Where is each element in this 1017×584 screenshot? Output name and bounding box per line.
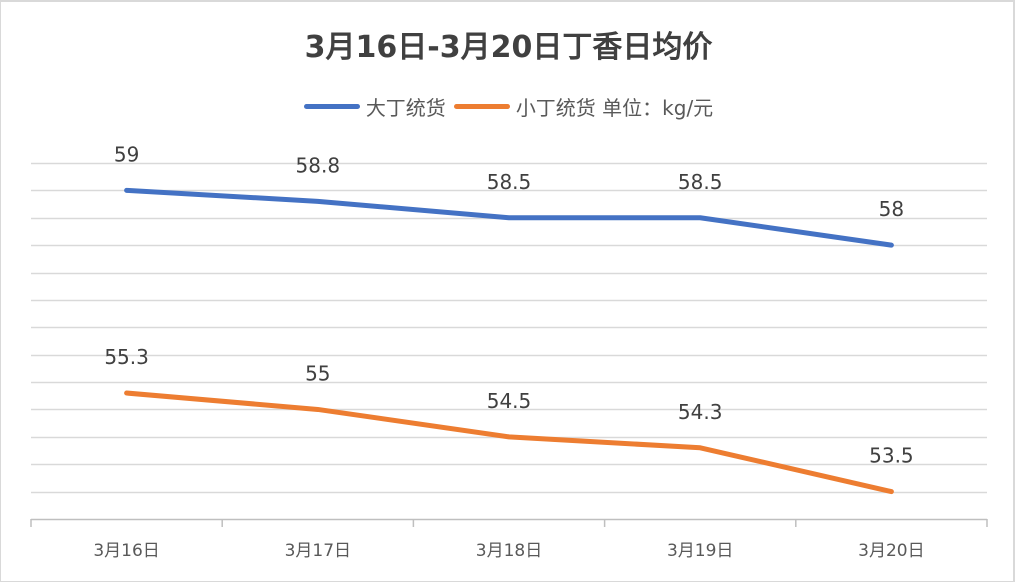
data-label: 58.8: [296, 153, 341, 177]
data-label: 59: [114, 142, 139, 166]
legend-item-large-clove[interactable]: 大丁统货: [303, 92, 446, 121]
data-label: 58: [879, 197, 904, 221]
x-tick-label: 3月17日: [285, 541, 351, 561]
x-tick-label: 3月18日: [476, 541, 542, 561]
legend: 大丁统货 小丁统货 单位：kg/元: [0, 92, 1017, 121]
series-line-blue[interactable]: [124, 187, 894, 248]
data-label: 53.5: [869, 444, 914, 468]
data-label: 58.5: [487, 170, 532, 194]
data-label: 54.5: [487, 389, 532, 413]
legend-label: 小丁统货 单位：kg/元: [515, 96, 714, 120]
x-tick-label: 3月20日: [858, 541, 924, 561]
chart-title: 3月16日-3月20日丁香日均价: [304, 30, 713, 65]
data-label: 55: [305, 361, 330, 385]
data-label: 54.3: [678, 400, 723, 424]
legend-swatch-orange: [453, 104, 510, 109]
x-tick-label: 3月19日: [667, 541, 733, 561]
legend-item-small-clove[interactable]: 小丁统货 单位：kg/元: [453, 92, 714, 121]
series-line-orange[interactable]: [124, 390, 894, 495]
data-label: 55.3: [104, 345, 149, 369]
data-label: 58.5: [678, 170, 723, 194]
legend-swatch-blue: [303, 104, 360, 109]
x-tick-label: 3月16日: [93, 541, 159, 561]
legend-label: 大丁统货: [365, 96, 446, 120]
